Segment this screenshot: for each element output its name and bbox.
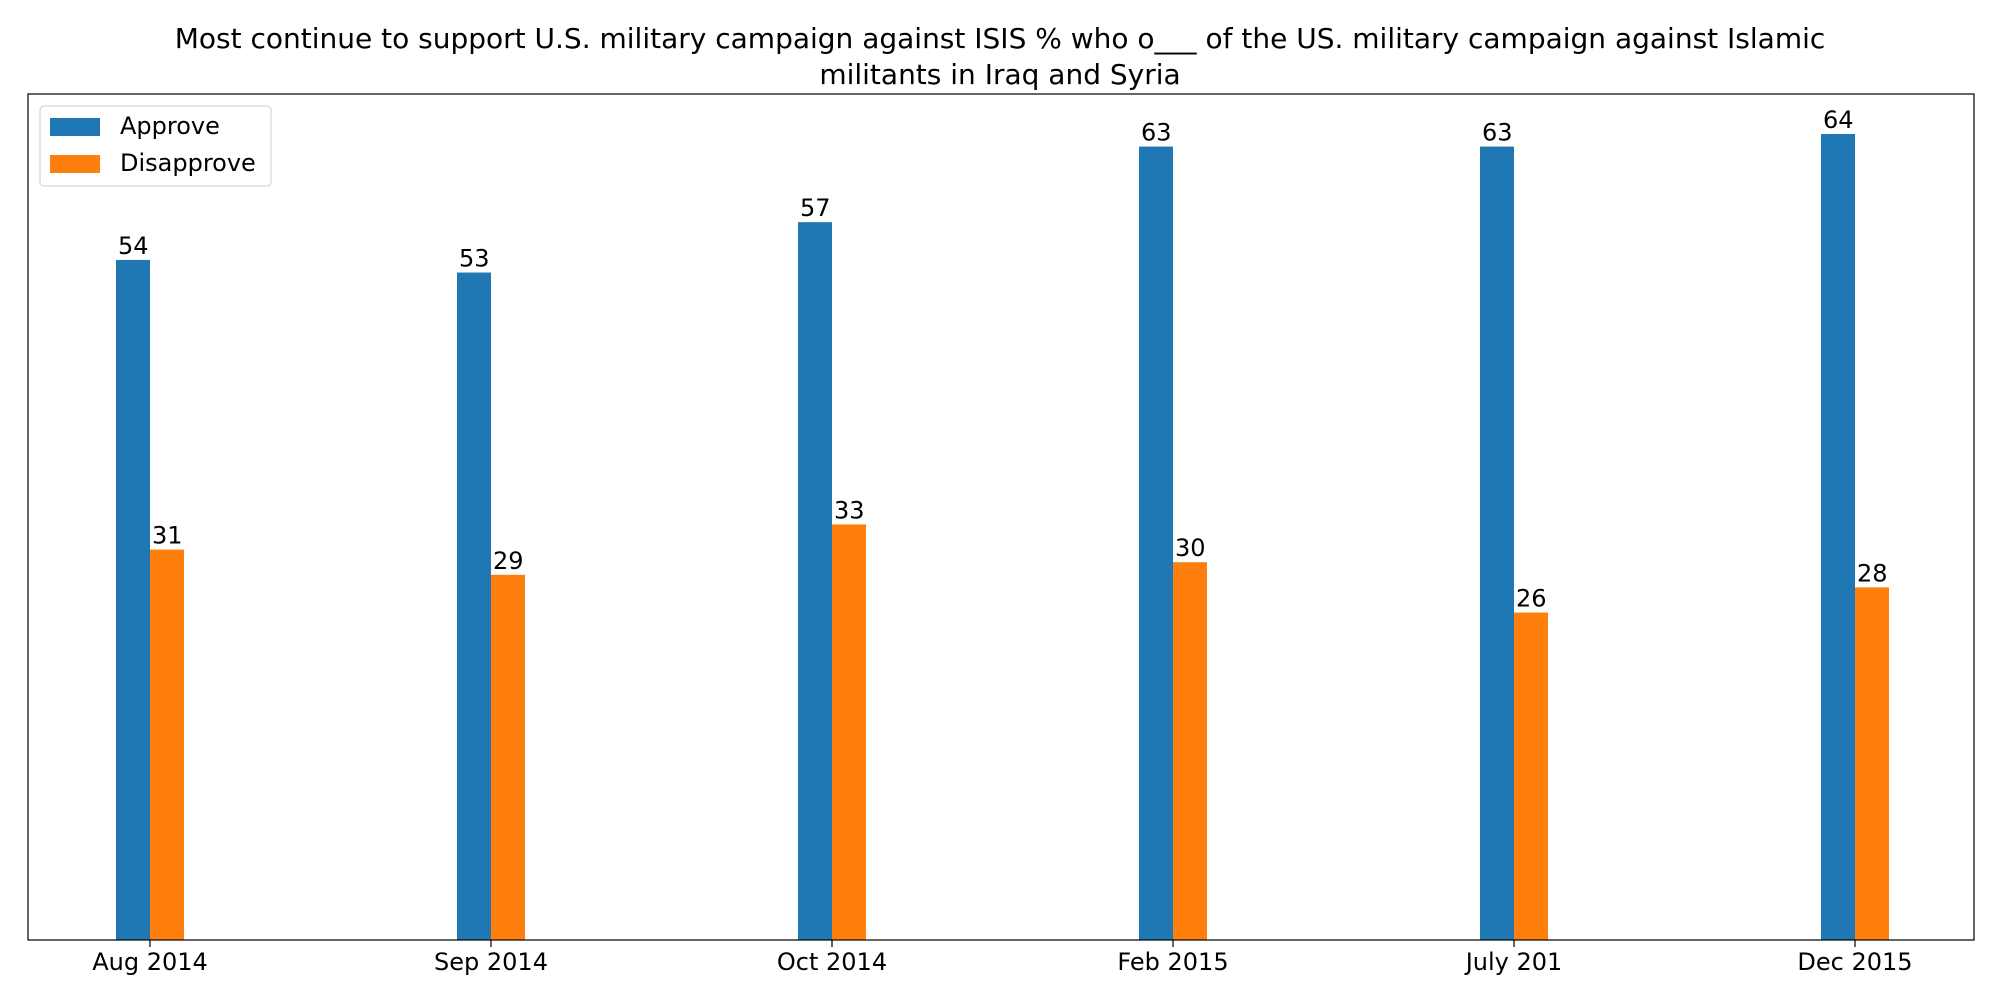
chart-title-line-2: militants in Iraq and Syria: [819, 58, 1180, 91]
legend-label-disapprove: Disapprove: [120, 149, 256, 177]
data-label-disapprove-3: 30: [1175, 534, 1206, 562]
x-tick-label-2: Oct 2014: [777, 948, 887, 976]
bar-disapprove-3: [1173, 562, 1207, 940]
x-axis-ticks: Aug 2014 Sep 2014 Oct 2014 Feb 2015 July 201…: [92, 940, 1913, 976]
data-label-approve-1: 53: [459, 245, 490, 273]
data-label-approve-2: 57: [800, 194, 831, 222]
data-label-disapprove-2: 33: [834, 496, 865, 524]
legend-swatch-disapprove: [50, 155, 100, 173]
bar-approve-2: [798, 222, 832, 940]
data-label-disapprove-1: 29: [493, 547, 524, 575]
bar-disapprove-4: [1514, 612, 1548, 940]
bar-approve-3: [1139, 146, 1173, 940]
bar-disapprove-0: [150, 549, 184, 940]
data-label-disapprove-0: 31: [152, 522, 183, 550]
data-label-approve-0: 54: [118, 232, 149, 260]
bar-approve-0: [116, 259, 150, 940]
chart-title: Most continue to support U.S. military c…: [175, 22, 1826, 91]
x-tick-label-4: July 201: [1464, 948, 1563, 976]
bar-disapprove-5: [1855, 587, 1889, 940]
data-label-disapprove-4: 26: [1516, 585, 1547, 613]
bar-approve-1: [457, 272, 491, 940]
data-label-approve-3: 63: [1141, 119, 1172, 147]
plot-area-frame: [27, 93, 1975, 941]
x-tick-label-5: Dec 2015: [1797, 948, 1912, 976]
chart-title-line-1: Most continue to support U.S. military c…: [175, 22, 1826, 55]
bar-disapprove-2: [832, 524, 866, 940]
x-tick-label-3: Feb 2015: [1117, 948, 1228, 976]
x-tick-label-1: Sep 2014: [434, 948, 548, 976]
bars: [116, 134, 1889, 940]
bar-disapprove-1: [491, 574, 525, 940]
legend-swatch-approve: [50, 118, 100, 136]
legend: Approve Disapprove: [39, 105, 272, 187]
data-label-approve-4: 63: [1482, 119, 1513, 147]
data-label-disapprove-5: 28: [1857, 559, 1888, 587]
data-labels: 54 31 53 29 57 33 63 30 63 26 64 28: [118, 106, 1888, 613]
data-label-approve-5: 64: [1823, 106, 1854, 134]
bar-approve-4: [1480, 146, 1514, 940]
x-tick-label-0: Aug 2014: [92, 948, 208, 976]
bar-approve-5: [1821, 134, 1855, 940]
legend-label-approve: Approve: [120, 112, 220, 140]
